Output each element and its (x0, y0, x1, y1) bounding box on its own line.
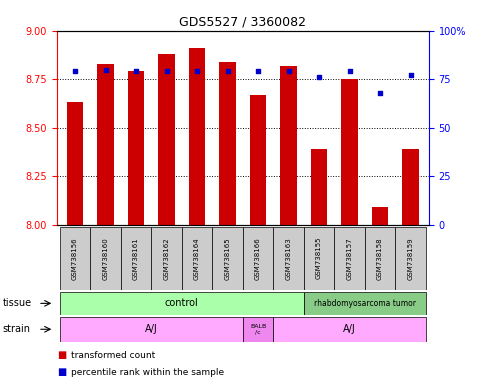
Point (193, 68, 201, 74)
Text: percentile rank within the sample: percentile rank within the sample (71, 368, 225, 377)
Text: A/J: A/J (343, 324, 356, 334)
Text: BALB
/c: BALB /c (250, 324, 266, 335)
Text: GSM738166: GSM738166 (255, 237, 261, 280)
Bar (189, 48, 206, 225)
Bar (402, 149, 419, 225)
Bar (128, 71, 144, 225)
Point (284, 68, 292, 74)
Bar (60, 317, 243, 342)
Point (102, 66, 109, 73)
Text: GDS5527 / 3360082: GDS5527 / 3360082 (179, 15, 306, 28)
Bar (395, 227, 426, 290)
Bar (67, 103, 83, 225)
Point (224, 68, 232, 74)
Bar (121, 227, 151, 290)
Text: GSM738165: GSM738165 (224, 237, 231, 280)
Text: GSM738164: GSM738164 (194, 237, 200, 280)
Text: GSM738155: GSM738155 (316, 237, 322, 280)
Point (346, 68, 353, 74)
Bar (249, 95, 266, 225)
Point (376, 90, 384, 96)
Text: GSM738162: GSM738162 (164, 237, 170, 280)
Text: A/J: A/J (145, 324, 158, 334)
Bar (311, 149, 327, 225)
Point (254, 68, 262, 74)
Point (132, 68, 140, 74)
Bar (365, 227, 395, 290)
Bar (341, 79, 358, 225)
Bar (243, 227, 273, 290)
Bar (97, 64, 114, 225)
Text: GSM738163: GSM738163 (285, 237, 291, 280)
Text: GSM738160: GSM738160 (103, 237, 108, 280)
Bar (212, 227, 243, 290)
Bar (219, 62, 236, 225)
Point (407, 72, 415, 78)
Bar (304, 292, 426, 315)
Bar (280, 66, 297, 225)
Bar (334, 227, 365, 290)
Point (315, 74, 323, 80)
Text: strain: strain (2, 324, 31, 334)
Text: tissue: tissue (2, 298, 32, 308)
Text: GSM738157: GSM738157 (347, 237, 352, 280)
Text: ■: ■ (57, 367, 66, 377)
Text: ■: ■ (57, 350, 66, 360)
Point (163, 68, 171, 74)
Bar (372, 207, 388, 225)
Bar (304, 227, 334, 290)
Bar (151, 227, 182, 290)
Bar (60, 227, 90, 290)
Text: GSM738156: GSM738156 (72, 237, 78, 280)
Bar (158, 54, 175, 225)
Text: GSM738161: GSM738161 (133, 237, 139, 280)
Bar (273, 317, 426, 342)
Text: transformed count: transformed count (71, 351, 156, 360)
Text: GSM738158: GSM738158 (377, 237, 383, 280)
Bar (182, 227, 212, 290)
Bar (90, 227, 121, 290)
Text: GSM738159: GSM738159 (408, 237, 414, 280)
Bar (60, 292, 304, 315)
Bar (243, 317, 273, 342)
Text: rhabdomyosarcoma tumor: rhabdomyosarcoma tumor (314, 299, 416, 308)
Text: control: control (165, 298, 199, 308)
Point (71, 68, 79, 74)
Bar (273, 227, 304, 290)
